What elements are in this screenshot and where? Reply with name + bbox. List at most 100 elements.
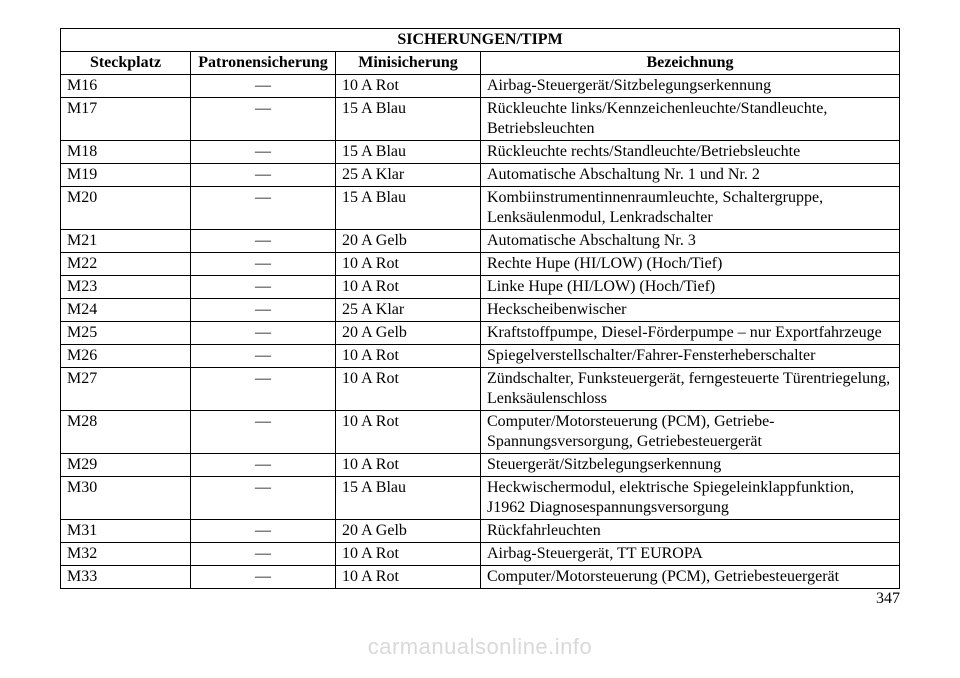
cell-desc: Zündschalter, Funksteuergerät, ferngeste… xyxy=(481,368,900,411)
cell-slot: M17 xyxy=(61,98,191,141)
cell-cartridge: — xyxy=(191,566,336,589)
cell-slot: M19 xyxy=(61,164,191,187)
cell-mini: 15 A Blau xyxy=(336,477,481,520)
cell-mini: 10 A Rot xyxy=(336,368,481,411)
cell-cartridge: — xyxy=(191,411,336,454)
cell-desc: Kraftstoffpumpe, Diesel-Förderpumpe – nu… xyxy=(481,322,900,345)
cell-mini: 25 A Klar xyxy=(336,299,481,322)
cell-slot: M29 xyxy=(61,454,191,477)
cell-mini: 10 A Rot xyxy=(336,276,481,299)
cell-cartridge: — xyxy=(191,477,336,520)
cell-slot: M27 xyxy=(61,368,191,411)
header-slot: Steckplatz xyxy=(61,52,191,75)
table-row: M25—20 A GelbKraftstoffpumpe, Diesel-För… xyxy=(61,322,900,345)
cell-slot: M25 xyxy=(61,322,191,345)
cell-desc: Linke Hupe (HI/LOW) (Hoch/Tief) xyxy=(481,276,900,299)
cell-mini: 10 A Rot xyxy=(336,345,481,368)
cell-slot: M33 xyxy=(61,566,191,589)
cell-slot: M23 xyxy=(61,276,191,299)
cell-cartridge: — xyxy=(191,253,336,276)
cell-desc: Rechte Hupe (HI/LOW) (Hoch/Tief) xyxy=(481,253,900,276)
cell-cartridge: — xyxy=(191,345,336,368)
cell-slot: M31 xyxy=(61,520,191,543)
table-row: M16—10 A RotAirbag-Steuergerät/Sitzbeleg… xyxy=(61,75,900,98)
cell-desc: Rückleuchte rechts/Standleuchte/Betriebs… xyxy=(481,141,900,164)
table-row: M29—10 A RotSteuergerät/Sitzbelegungserk… xyxy=(61,454,900,477)
cell-slot: M30 xyxy=(61,477,191,520)
cell-mini: 15 A Blau xyxy=(336,187,481,230)
cell-cartridge: — xyxy=(191,141,336,164)
cell-cartridge: — xyxy=(191,164,336,187)
watermark: carmanualsonline.info xyxy=(0,634,960,660)
table-row: M30—15 A BlauHeckwischermodul, elektrisc… xyxy=(61,477,900,520)
cell-cartridge: — xyxy=(191,187,336,230)
cell-mini: 10 A Rot xyxy=(336,75,481,98)
table-row: M18—15 A BlauRückleuchte rechts/Standleu… xyxy=(61,141,900,164)
cell-cartridge: — xyxy=(191,299,336,322)
cell-desc: Computer/Motorsteuerung (PCM), Getriebes… xyxy=(481,566,900,589)
cell-mini: 20 A Gelb xyxy=(336,322,481,345)
cell-slot: M18 xyxy=(61,141,191,164)
cell-desc: Kombiinstrumentinnenraumleuchte, Schalte… xyxy=(481,187,900,230)
cell-mini: 20 A Gelb xyxy=(336,230,481,253)
cell-mini: 10 A Rot xyxy=(336,566,481,589)
cell-desc: Spiegelverstellschalter/Fahrer-Fensterhe… xyxy=(481,345,900,368)
page-container: SICHERUNGEN/TIPM Steckplatz Patronensich… xyxy=(0,0,960,589)
page-number: 347 xyxy=(876,590,900,608)
cell-desc: Rückfahrleuchten xyxy=(481,520,900,543)
cell-slot: M16 xyxy=(61,75,191,98)
table-row: M17—15 A BlauRückleuchte links/Kennzeich… xyxy=(61,98,900,141)
cell-desc: Airbag-Steuergerät/Sitzbelegungserkennun… xyxy=(481,75,900,98)
cell-mini: 15 A Blau xyxy=(336,141,481,164)
cell-slot: M24 xyxy=(61,299,191,322)
cell-mini: 25 A Klar xyxy=(336,164,481,187)
cell-desc: Computer/Motorsteuerung (PCM), Getriebe-… xyxy=(481,411,900,454)
cell-cartridge: — xyxy=(191,230,336,253)
cell-slot: M22 xyxy=(61,253,191,276)
table-row: M21—20 A GelbAutomatische Abschaltung Nr… xyxy=(61,230,900,253)
cell-cartridge: — xyxy=(191,520,336,543)
table-row: M24—25 A KlarHeckscheibenwischer xyxy=(61,299,900,322)
cell-desc: Rückleuchte links/Kennzeichenleuchte/Sta… xyxy=(481,98,900,141)
cell-cartridge: — xyxy=(191,322,336,345)
cell-desc: Airbag-Steuergerät, TT EUROPA xyxy=(481,543,900,566)
cell-cartridge: — xyxy=(191,454,336,477)
cell-slot: M28 xyxy=(61,411,191,454)
cell-desc: Steuergerät/Sitzbelegungserkennung xyxy=(481,454,900,477)
table-row: M31—20 A GelbRückfahrleuchten xyxy=(61,520,900,543)
table-title: SICHERUNGEN/TIPM xyxy=(61,29,900,52)
cell-slot: M20 xyxy=(61,187,191,230)
cell-mini: 10 A Rot xyxy=(336,543,481,566)
header-mini: Minisicherung xyxy=(336,52,481,75)
cell-mini: 15 A Blau xyxy=(336,98,481,141)
table-row: M20—15 A BlauKombiinstrumentinnenraumleu… xyxy=(61,187,900,230)
header-desc: Bezeichnung xyxy=(481,52,900,75)
cell-mini: 20 A Gelb xyxy=(336,520,481,543)
table-row: M27—10 A RotZündschalter, Funksteuergerä… xyxy=(61,368,900,411)
table-row: M22—10 A RotRechte Hupe (HI/LOW) (Hoch/T… xyxy=(61,253,900,276)
cell-cartridge: — xyxy=(191,276,336,299)
table-row: M33—10 A RotComputer/Motorsteuerung (PCM… xyxy=(61,566,900,589)
cell-mini: 10 A Rot xyxy=(336,411,481,454)
cell-desc: Heckscheibenwischer xyxy=(481,299,900,322)
cell-desc: Automatische Abschaltung Nr. 1 und Nr. 2 xyxy=(481,164,900,187)
cell-cartridge: — xyxy=(191,543,336,566)
cell-mini: 10 A Rot xyxy=(336,253,481,276)
cell-desc: Heckwischermodul, elektrische Spiegelein… xyxy=(481,477,900,520)
cell-slot: M32 xyxy=(61,543,191,566)
cell-cartridge: — xyxy=(191,98,336,141)
cell-cartridge: — xyxy=(191,368,336,411)
table-row: M23—10 A RotLinke Hupe (HI/LOW) (Hoch/Ti… xyxy=(61,276,900,299)
title-row: SICHERUNGEN/TIPM xyxy=(61,29,900,52)
cell-cartridge: — xyxy=(191,75,336,98)
table-row: M19—25 A KlarAutomatische Abschaltung Nr… xyxy=(61,164,900,187)
cell-mini: 10 A Rot xyxy=(336,454,481,477)
table-row: M28—10 A RotComputer/Motorsteuerung (PCM… xyxy=(61,411,900,454)
header-row: Steckplatz Patronensicherung Minisicheru… xyxy=(61,52,900,75)
cell-slot: M26 xyxy=(61,345,191,368)
table-row: M32—10 A RotAirbag-Steuergerät, TT EUROP… xyxy=(61,543,900,566)
cell-slot: M21 xyxy=(61,230,191,253)
fuse-table: SICHERUNGEN/TIPM Steckplatz Patronensich… xyxy=(60,28,900,589)
cell-desc: Automatische Abschaltung Nr. 3 xyxy=(481,230,900,253)
table-row: M26—10 A RotSpiegelverstellschalter/Fahr… xyxy=(61,345,900,368)
